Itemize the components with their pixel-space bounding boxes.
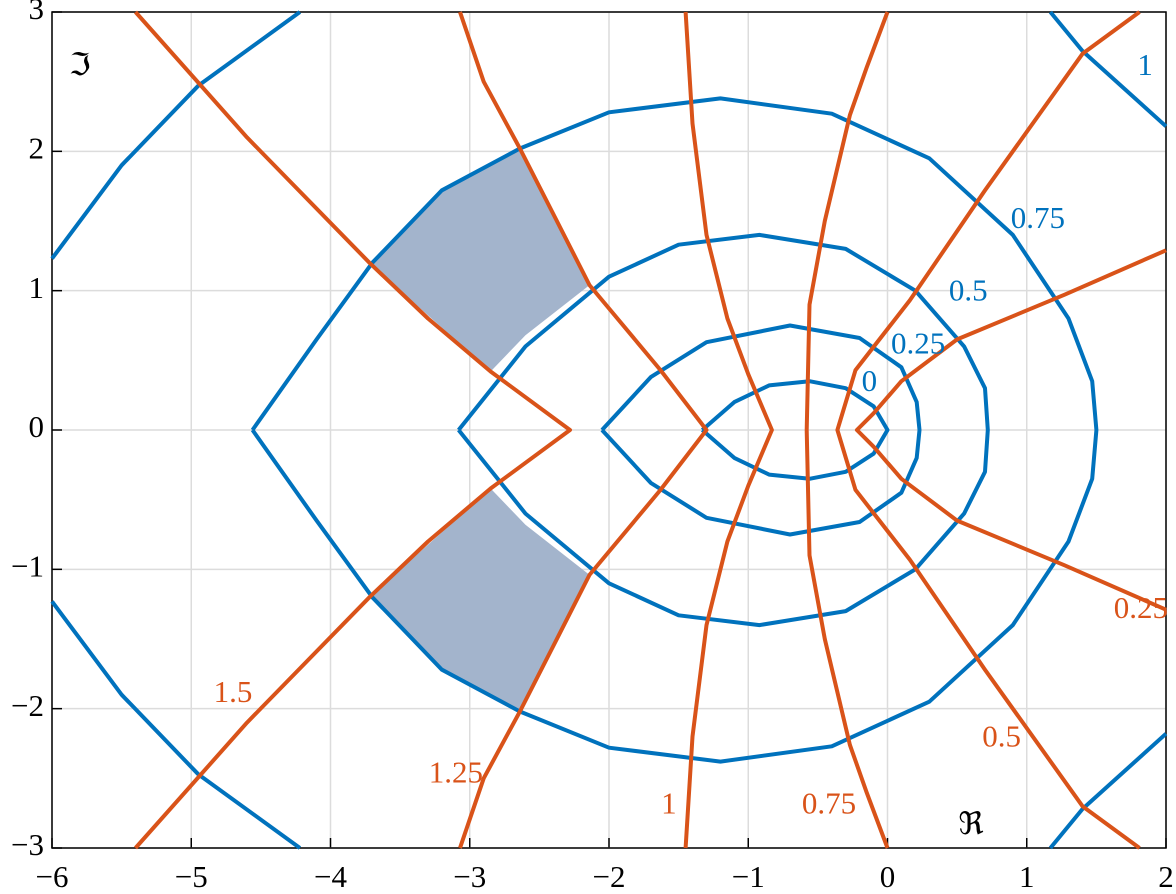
y-tick-label: 3 — [29, 0, 45, 26]
x-tick-label: −2 — [593, 859, 626, 894]
contour-line — [804, 11, 890, 849]
contour-line — [134, 10, 572, 850]
contour-label: 0.25 — [1114, 590, 1168, 625]
x-tick-label: −6 — [36, 859, 69, 894]
y-tick-label: −1 — [11, 548, 44, 583]
y-tick-label: 1 — [29, 270, 45, 305]
contour-label: 0.25 — [891, 326, 945, 361]
x-tick-label: 1 — [1019, 859, 1035, 894]
shaded-region — [369, 488, 590, 712]
contour-label: 0.5 — [949, 273, 988, 308]
y-tick-label: −3 — [11, 827, 44, 862]
contour-label: 1 — [1137, 47, 1153, 82]
contour-label: 0.5 — [982, 718, 1021, 753]
contour-line — [50, 10, 1168, 850]
contour-label: 1.25 — [429, 755, 483, 790]
contour-line — [854, 248, 1167, 612]
x-tick-label: −5 — [175, 859, 208, 894]
y-tick-label: 0 — [29, 409, 45, 444]
contour-line — [458, 11, 709, 849]
contour-label: 1 — [661, 785, 677, 820]
plot-frame — [51, 11, 1167, 849]
x-tick-label: 2 — [1158, 859, 1174, 894]
y-axis-label: ℑ — [69, 47, 91, 82]
curve-layer — [50, 10, 1168, 850]
x-axis-label: ℜ — [958, 806, 983, 841]
x-tick-label: −4 — [314, 859, 347, 894]
label-layer: −6 −5 −4 −3 −2 −1 0 1 2−3−2−1012300.250.50.7510.… — [11, 0, 1174, 894]
contour-label: 1.5 — [214, 674, 253, 709]
contour-line — [457, 232, 990, 628]
shaded-layer — [369, 148, 590, 712]
contour-line — [835, 10, 1141, 850]
y-tick-label: 2 — [29, 130, 45, 165]
contour-line — [683, 11, 774, 849]
y-tick-label: −2 — [11, 688, 44, 723]
x-tick-label: −3 — [453, 859, 486, 894]
shaded-region — [369, 148, 590, 372]
contour-label: 0 — [862, 363, 878, 398]
x-tick-label: −1 — [732, 859, 765, 894]
x-tick-label: 0 — [880, 859, 896, 894]
contour-label: 0.75 — [802, 785, 856, 820]
contour-label: 0.75 — [1011, 200, 1065, 235]
contour-line — [700, 379, 890, 481]
